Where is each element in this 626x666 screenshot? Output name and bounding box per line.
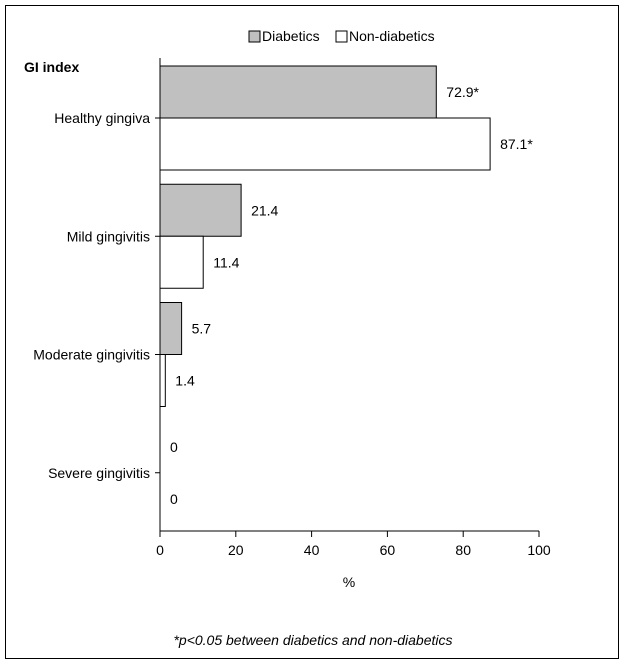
bar-diabetics-healthy-gingiva (159, 65, 437, 119)
data-label-diabetics-healthy-gingiva: 72.9* (446, 84, 479, 100)
category-label-severe-gingivitis: Severe gingivitis (48, 465, 150, 481)
data-label-non-diabetics-mild-gingivitis: 11.4 (213, 254, 239, 270)
footnote: *p<0.05 between diabetics and non-diabet… (173, 632, 453, 648)
category-label-mild-gingivitis: Mild gingivitis (67, 228, 150, 244)
data-label-non-diabetics-moderate-gingivitis: 1.4 (175, 373, 195, 389)
bar-diabetics-moderate-gingivitis (159, 302, 183, 355)
data-label-diabetics-moderate-gingivitis: 5.7 (192, 321, 212, 337)
category-label-moderate-gingivitis: Moderate gingivitis (33, 347, 150, 363)
legend: Diabetics Non-diabetics (248, 28, 435, 44)
x-tick-label: 20 (228, 542, 244, 558)
data-label-diabetics-severe-gingivitis: 0 (170, 439, 178, 455)
x-tick-label: 40 (304, 542, 320, 558)
x-tick-label: 80 (455, 542, 471, 558)
bar-non-diabetics-mild-gingivitis (159, 235, 204, 289)
data-label-diabetics-mild-gingivitis: 21.4 (251, 202, 278, 218)
legend-label-non-diabetics: Non-diabetics (349, 28, 435, 44)
index-label: GI index (24, 59, 79, 75)
data-label-non-diabetics-healthy-gingiva: 87.1* (500, 136, 533, 152)
x-tick-label: 0 (156, 542, 164, 558)
category-label-healthy-gingiva: Healthy gingiva (54, 110, 150, 126)
data-label-non-diabetics-severe-gingivitis: 0 (170, 491, 178, 507)
x-tick-label: 100 (527, 542, 551, 558)
x-tick-label: 60 (380, 542, 396, 558)
bar-diabetics-mild-gingivitis (159, 183, 242, 237)
bars-layer: 72.9* 87.1* 21.4 11.4 5.7 1.4 0 0 (159, 65, 533, 507)
bar-non-diabetics-healthy-gingiva (159, 117, 491, 171)
x-axis-label: % (343, 574, 355, 590)
legend-label-diabetics: Diabetics (262, 28, 320, 44)
ticks-layer: Healthy gingiva Mild gingivitis Moderate g… (33, 110, 551, 558)
legend-swatch-diabetics (248, 30, 261, 43)
bar-non-diabetics-moderate-gingivitis (159, 354, 166, 407)
legend-swatch-non-diabetics (335, 30, 348, 43)
